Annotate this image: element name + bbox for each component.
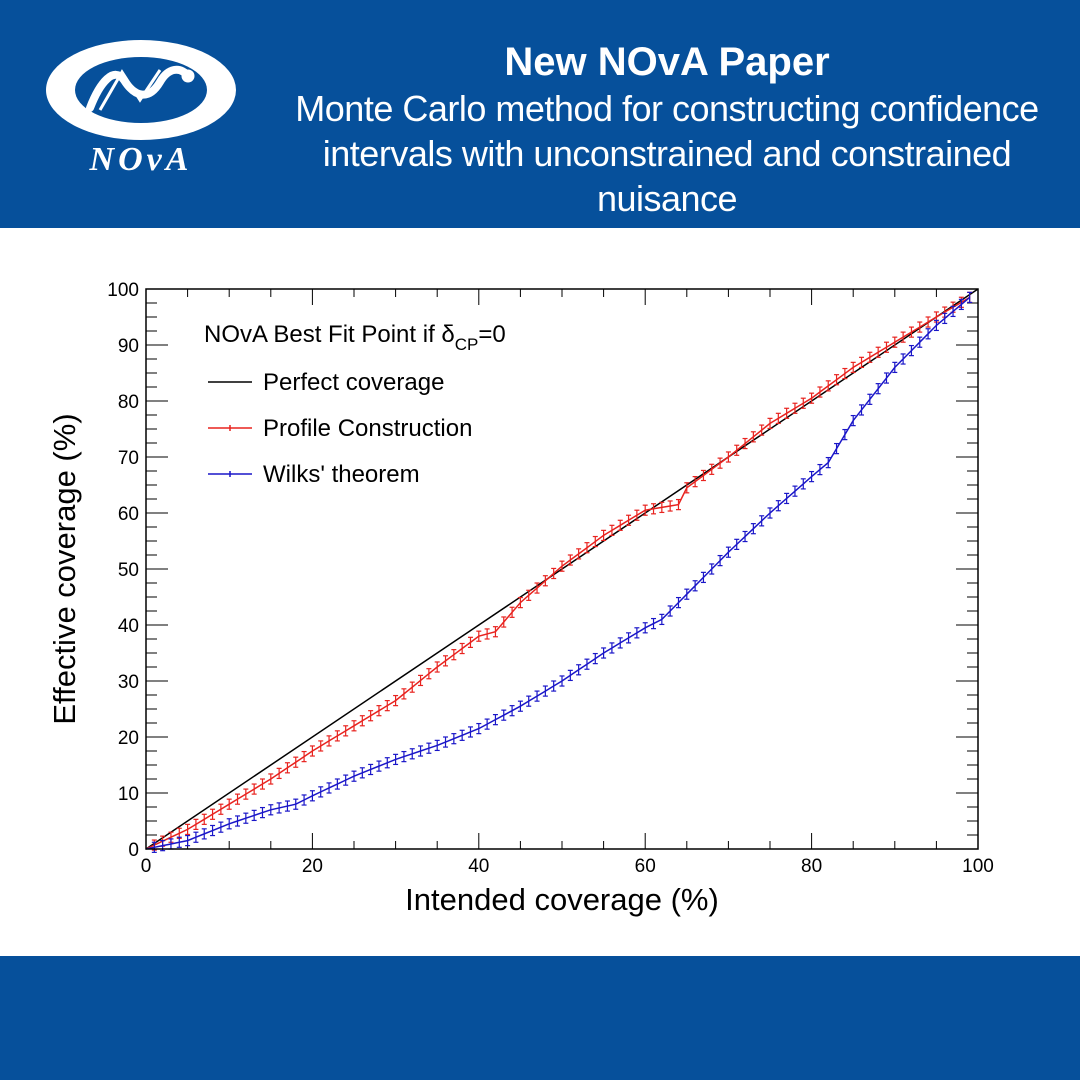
paper-announcement: New NOvA Paper (504, 40, 830, 84)
coverage-plot: 0 20 40 60 80 100 0 10 20 30 40 50 60 70 80 90 100 Inten… (47, 280, 994, 917)
series-line (145, 296, 971, 850)
legend-header-main: NOvA Best Fit Point if δ (204, 321, 455, 348)
logo-wordmark: NOvA (89, 141, 193, 176)
legend-header-sub: CP (455, 335, 479, 354)
y-tick-label: 90 (118, 336, 139, 357)
x-tick-label: 100 (962, 856, 994, 877)
y-tick-label: 80 (118, 392, 139, 413)
y-tick-label: 100 (107, 280, 139, 301)
tick-labels: 0 20 40 60 80 100 0 10 20 30 40 50 60 70 80 90 100 (107, 280, 994, 877)
plot-frame (145, 288, 979, 850)
legend-header-tail: =0 (478, 321, 505, 348)
series-profile-construction (145, 291, 973, 851)
nova-logo: NOvA (46, 40, 236, 176)
x-axis-label: Intended coverage (%) (405, 882, 719, 917)
legend-header: NOvA Best Fit Point if δCP=0 (204, 321, 506, 354)
y-tick-label: 10 (118, 784, 139, 805)
x-tick-label: 0 (141, 856, 152, 877)
legend-label-profile: Profile Construction (263, 415, 472, 442)
paper-title-line-2: intervals with unconstrained and constra… (322, 133, 1012, 219)
y-tick-label: 40 (118, 616, 139, 637)
y-tick-label: 20 (118, 728, 139, 749)
x-tick-label: 60 (635, 856, 656, 877)
y-tick-label: 60 (118, 504, 139, 525)
legend: NOvA Best Fit Point if δCP=0 Perfect cov… (204, 321, 506, 488)
series-wilks-theorem (145, 291, 973, 853)
y-tick-label: 0 (128, 840, 139, 861)
x-tick-label: 20 (302, 856, 323, 877)
series-line (145, 296, 971, 850)
y-tick-label: 30 (118, 672, 139, 693)
paper-title-line-1: Monte Carlo method for constructing conf… (295, 88, 1039, 129)
headline: New NOvA Paper Monte Carlo method for co… (250, 38, 1080, 266)
legend-label-wilks: Wilks' theorem (263, 461, 420, 488)
y-tick-label: 50 (118, 560, 139, 581)
footer-banner (0, 956, 1080, 1080)
x-tick-label: 80 (801, 856, 822, 877)
y-axis-label: Effective coverage (%) (47, 413, 82, 724)
y-tick-label: 70 (118, 448, 139, 469)
coverage-chart: 0 20 40 60 80 100 0 10 20 30 40 50 60 70 80 90 100 Inten… (0, 228, 1080, 956)
series-layer (145, 288, 979, 853)
legend-label-perfect: Perfect coverage (263, 369, 444, 396)
paper-title-line-3: parameters in the NOvA experiment (389, 223, 945, 264)
x-tick-label: 40 (468, 856, 489, 877)
